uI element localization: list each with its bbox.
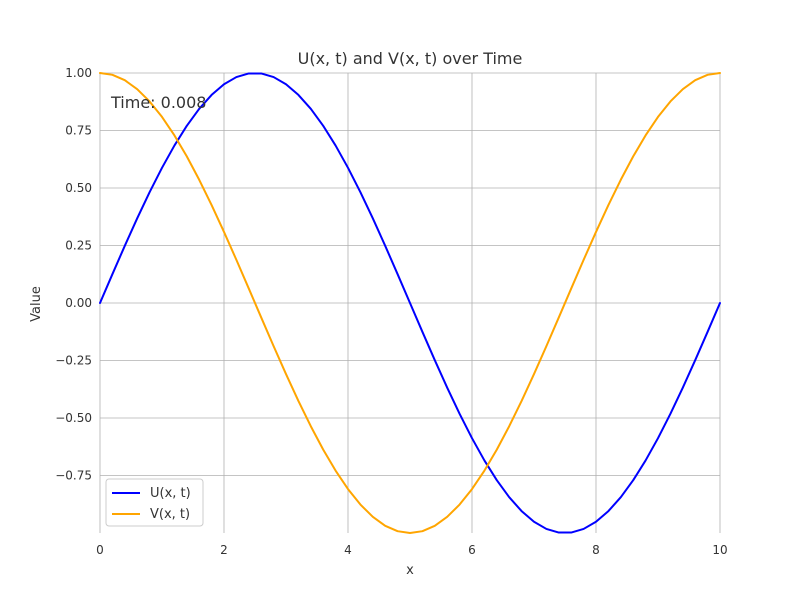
x-tick-label: 6: [468, 543, 476, 557]
y-tick-label: −0.25: [55, 354, 92, 368]
y-axis-ticks: 1.00 0.75 0.50 0.25 0.00 −0.25 −0.50 −0.75: [55, 66, 92, 483]
series-lines: [99, 72, 721, 534]
legend-label: U(x, t): [150, 486, 191, 501]
x-tick-label: 4: [344, 543, 352, 557]
y-tick-label: −0.75: [55, 469, 92, 483]
x-tick-label: 0: [96, 543, 104, 557]
x-axis-ticks: 0 2 4 6 8 10: [96, 543, 727, 557]
x-axis-label: x: [406, 563, 414, 578]
y-tick-label: 0.25: [65, 239, 92, 253]
y-tick-label: 0.50: [65, 181, 92, 195]
y-axis-label: Value: [29, 286, 44, 322]
series-line-u: [99, 72, 721, 534]
x-tick-label: 10: [712, 543, 727, 557]
y-tick-label: −0.50: [55, 411, 92, 425]
series-line-v: [99, 72, 721, 534]
y-tick-label: 1.00: [65, 66, 92, 80]
chart-title: U(x, t) and V(x, t) over Time: [298, 49, 523, 68]
legend: U(x, t) V(x, t): [105, 478, 204, 527]
y-tick-label: 0.00: [65, 296, 92, 310]
time-annotation: Time: 0.008: [110, 93, 206, 112]
x-tick-label: 2: [220, 543, 228, 557]
y-tick-label: 0.75: [65, 124, 92, 138]
x-tick-label: 8: [592, 543, 600, 557]
legend-label: V(x, t): [150, 507, 190, 522]
